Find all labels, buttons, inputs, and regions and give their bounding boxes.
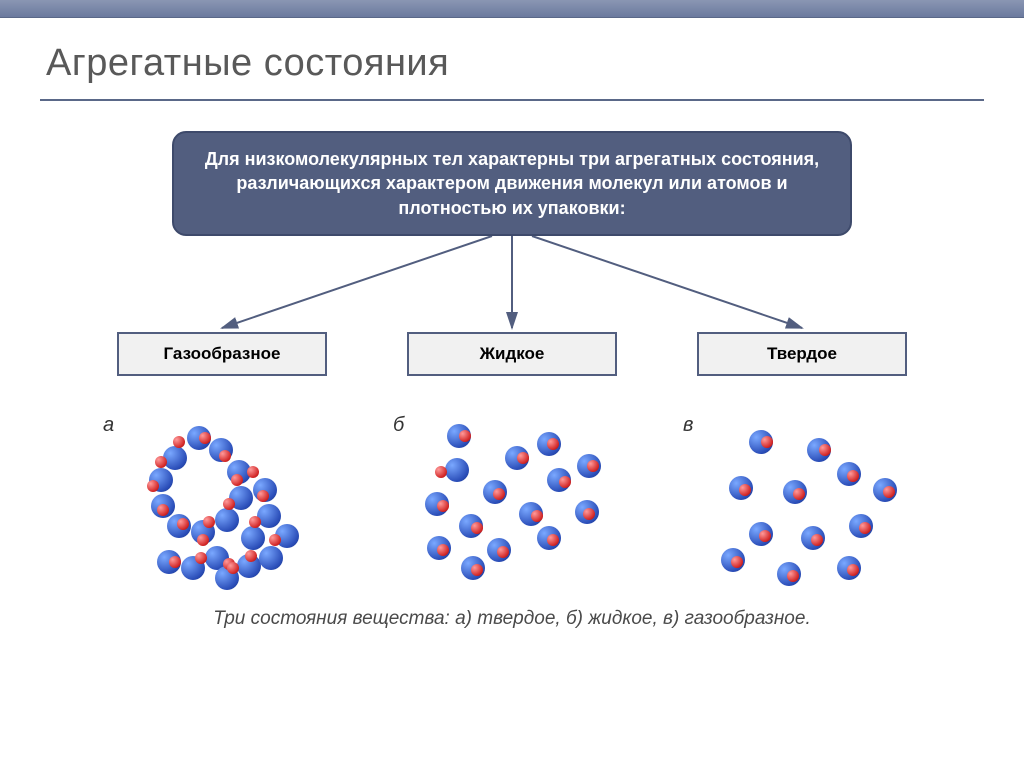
atom-small	[517, 452, 529, 464]
atom-small	[195, 552, 207, 564]
atom-small	[459, 430, 471, 442]
atom-small	[847, 564, 859, 576]
mol-panel-a: а	[97, 406, 347, 596]
atom-small	[493, 488, 505, 500]
atom-small	[531, 510, 543, 522]
panel-label-c: в	[683, 414, 693, 437]
title-underline	[40, 99, 984, 101]
atom-big	[257, 504, 281, 528]
atom-small	[731, 556, 743, 568]
mol-panel-b: б	[387, 406, 637, 596]
mol-panel-c: в	[677, 406, 927, 596]
atom-small	[227, 562, 239, 574]
atom-big	[445, 458, 469, 482]
atom-small	[245, 550, 257, 562]
atom-small	[435, 466, 447, 478]
atom-small	[793, 488, 805, 500]
atom-small	[787, 570, 799, 582]
atom-small	[811, 534, 823, 546]
atom-small	[203, 516, 215, 528]
atom-small	[231, 474, 243, 486]
atom-small	[177, 518, 189, 530]
atom-small	[819, 444, 831, 456]
atom-small	[471, 522, 483, 534]
atom-small	[559, 476, 571, 488]
atom-small	[257, 490, 269, 502]
atom-small	[247, 466, 259, 478]
atom-small	[219, 450, 231, 462]
atom-small	[547, 438, 559, 450]
atom-small	[269, 534, 281, 546]
atom-small	[223, 498, 235, 510]
description-box: Для низкомолекулярных тел характерны три…	[172, 131, 852, 236]
atom-small	[199, 432, 211, 444]
arrows	[102, 236, 922, 336]
molecules-row: а б в	[0, 406, 1024, 596]
state-solid: Твердое	[697, 332, 907, 376]
atom-small	[759, 530, 771, 542]
atom-small	[847, 470, 859, 482]
atom-small	[437, 544, 449, 556]
panel-label-b: б	[393, 414, 404, 437]
atom-small	[547, 534, 559, 546]
atom-small	[739, 484, 751, 496]
panel-label-a: а	[103, 414, 114, 437]
atom-small	[587, 460, 599, 472]
atom-small	[147, 480, 159, 492]
atom-small	[859, 522, 871, 534]
state-row: Газообразное Жидкое Твердое	[0, 332, 1024, 376]
atom-small	[157, 504, 169, 516]
atom-small	[583, 508, 595, 520]
atom-small	[197, 534, 209, 546]
atom-small	[471, 564, 483, 576]
caption: Три состояния вещества: а) твердое, б) ж…	[0, 608, 1024, 630]
atom-small	[155, 456, 167, 468]
atom-small	[173, 436, 185, 448]
atom-small	[437, 500, 449, 512]
header-bar	[0, 0, 1024, 18]
state-gas: Газообразное	[117, 332, 327, 376]
page-title: Агрегатные состояния	[0, 18, 1024, 93]
atom-big	[241, 526, 265, 550]
atom-small	[761, 436, 773, 448]
atom-small	[497, 546, 509, 558]
atom-small	[883, 486, 895, 498]
atom-big	[215, 508, 239, 532]
atom-big	[259, 546, 283, 570]
atom-small	[169, 556, 181, 568]
state-liquid: Жидкое	[407, 332, 617, 376]
atom-big	[163, 446, 187, 470]
atom-small	[249, 516, 261, 528]
